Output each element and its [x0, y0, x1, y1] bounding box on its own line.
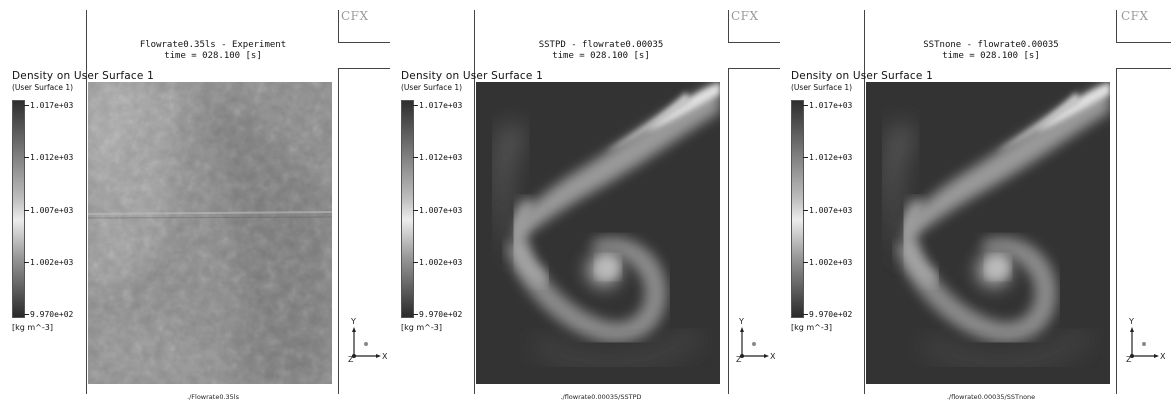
frame-line-right-lower	[728, 68, 729, 394]
color-bar-tick: 1.007e+03	[803, 206, 852, 215]
color-bar-tick: 1.012e+03	[24, 153, 73, 162]
axis-x-label: X	[1160, 352, 1166, 361]
legend-subtitle: (User Surface 1)	[401, 83, 463, 92]
axis-x-label: X	[382, 352, 388, 361]
plot-title: Flowrate0.35ls - Experiment time = 028.1…	[68, 40, 358, 62]
legend-title: Density on User Surface 1	[401, 70, 543, 82]
frame-line-right	[338, 10, 339, 42]
color-bar-tick: 9.970e+02	[24, 310, 73, 319]
frame-line-right	[1116, 10, 1117, 42]
frame-line-mid-right	[338, 68, 390, 69]
title-line-1: SSTnone - flowrate0.00035	[923, 40, 1059, 50]
color-bar-tick: 9.970e+02	[803, 310, 852, 319]
title-line-1: Flowrate0.35ls - Experiment	[139, 40, 287, 50]
units-label: [kg m^-3]	[401, 323, 442, 332]
axis-x-label: X	[770, 352, 776, 361]
title-line-1: SSTPD - flowrate0.00035	[538, 40, 664, 50]
legend-title: Density on User Surface 1	[791, 70, 933, 82]
plot-title: SSTPD - flowrate0.00035 time = 028.100 […	[456, 40, 746, 62]
color-bar-tick: 1.002e+03	[803, 258, 852, 267]
frame-line-top-right	[338, 42, 390, 43]
legend-title: Density on User Surface 1	[12, 70, 154, 82]
color-bar-tick: 9.970e+02	[413, 310, 462, 319]
cfx-logo: CFX	[731, 9, 759, 23]
color-bar-tick: 1.002e+03	[413, 258, 462, 267]
cfx-logo: CFX	[1121, 9, 1149, 23]
panel-sstpd: CFX SSTPD - flowrate0.00035 time = 028.1…	[390, 0, 780, 406]
frame-line-left	[474, 10, 475, 394]
plot-title: SSTnone - flowrate0.00035 time = 028.100…	[846, 40, 1136, 62]
units-label: [kg m^-3]	[12, 323, 53, 332]
frame-line-right-lower	[338, 68, 339, 394]
case-path: ./flowrate0.00035/SSTnone	[946, 393, 1036, 401]
color-bar-tick: 1.017e+03	[803, 101, 852, 110]
color-bar-tick: 1.012e+03	[803, 153, 852, 162]
density-field-image	[866, 82, 1110, 384]
panel-experiment: CFX Flowrate0.35ls - Experiment time = 0…	[0, 0, 390, 406]
title-line-2: time = 028.100 [s]	[942, 51, 1040, 61]
color-bar-tick: 1.002e+03	[24, 258, 73, 267]
cfx-logo: CFX	[341, 9, 369, 23]
panel-sstnone: CFX SSTnone - flowrate0.00035 time = 028…	[780, 0, 1171, 406]
density-field-image	[88, 82, 332, 384]
color-bar-tick: 1.007e+03	[24, 206, 73, 215]
axis-z-label: Z	[1126, 355, 1132, 363]
frame-line-left	[86, 10, 87, 394]
color-bar-tick: 1.012e+03	[413, 153, 462, 162]
case-path: ./flowrate0.00035/SSTPD	[560, 393, 642, 401]
color-bar-tick: 1.017e+03	[413, 101, 462, 110]
frame-line-top-right	[728, 42, 780, 43]
axis-triad: Y X Z	[348, 317, 388, 364]
frame-line-left	[864, 10, 865, 394]
axis-y-label: Y	[738, 318, 744, 326]
case-path: ./Flowrate0.35ls	[187, 393, 239, 401]
axis-triad: Y X Z	[1126, 317, 1166, 364]
frame-line-right-lower	[1116, 68, 1117, 394]
axis-y-label: Y	[350, 318, 356, 326]
frame-line-mid-right	[1116, 68, 1171, 69]
color-bar-tick: 1.017e+03	[24, 101, 73, 110]
axis-z-label: Z	[348, 355, 354, 363]
units-label: [kg m^-3]	[791, 323, 832, 332]
axis-triad: Y X Z	[736, 317, 776, 364]
axis-y-label: Y	[1128, 318, 1134, 326]
axis-z-label: Z	[736, 355, 742, 363]
frame-line-right	[728, 10, 729, 42]
legend-subtitle: (User Surface 1)	[791, 83, 853, 92]
frame-line-top-right	[1116, 42, 1171, 43]
color-bar-tick: 1.007e+03	[413, 206, 462, 215]
title-line-2: time = 028.100 [s]	[164, 51, 262, 61]
legend-subtitle: (User Surface 1)	[12, 83, 74, 92]
density-field-image	[476, 82, 720, 384]
title-line-2: time = 028.100 [s]	[552, 51, 650, 61]
frame-line-mid-right	[728, 68, 780, 69]
